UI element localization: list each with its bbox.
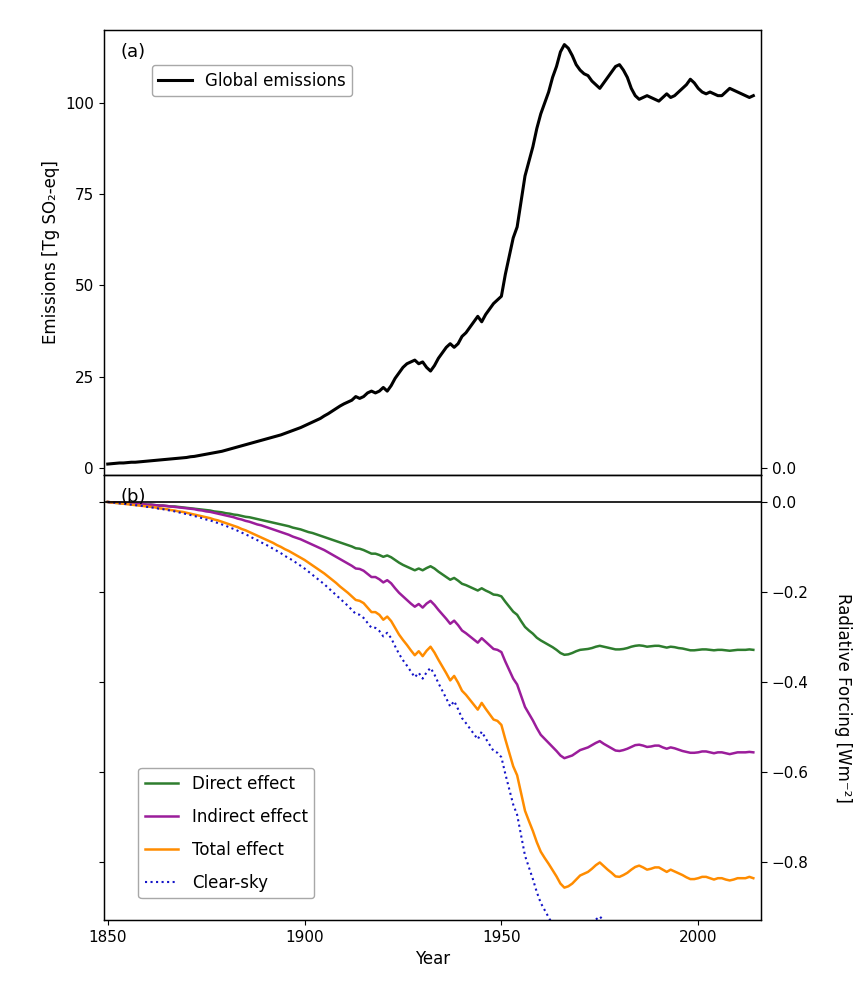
Line: Direct effect: Direct effect bbox=[108, 502, 753, 655]
Indirect effect bbox=[339, 555, 349, 567]
Global emissions bbox=[559, 39, 569, 51]
Text: (a): (a) bbox=[120, 43, 145, 61]
Indirect effect bbox=[606, 742, 617, 754]
Global emissions bbox=[177, 452, 188, 464]
Clear-sky bbox=[748, 931, 759, 943]
Global emissions bbox=[606, 66, 617, 78]
Global emissions bbox=[122, 457, 132, 469]
Global emissions bbox=[540, 97, 550, 109]
Global emissions bbox=[748, 90, 759, 102]
Y-axis label: Radiative Forcing [Wm⁻²]: Radiative Forcing [Wm⁻²] bbox=[834, 593, 852, 802]
Text: (b): (b) bbox=[120, 488, 145, 506]
Direct effect bbox=[177, 501, 188, 513]
Total effect bbox=[748, 872, 759, 884]
Total effect bbox=[103, 496, 113, 508]
Direct effect bbox=[559, 649, 569, 661]
Total effect bbox=[177, 506, 188, 518]
Line: Total effect: Total effect bbox=[108, 502, 753, 888]
Line: Global emissions: Global emissions bbox=[108, 45, 753, 464]
Y-axis label: Emissions [Tg SO₂-eq]: Emissions [Tg SO₂-eq] bbox=[42, 161, 60, 344]
Total effect bbox=[540, 852, 550, 864]
Indirect effect bbox=[540, 733, 550, 745]
Direct effect bbox=[748, 644, 759, 656]
Direct effect bbox=[540, 637, 550, 649]
Indirect effect bbox=[177, 502, 188, 514]
Direct effect bbox=[122, 497, 132, 509]
Global emissions bbox=[103, 458, 113, 470]
Direct effect bbox=[606, 643, 617, 655]
Clear-sky bbox=[103, 496, 113, 508]
Total effect bbox=[559, 882, 569, 894]
Line: Indirect effect: Indirect effect bbox=[108, 502, 753, 758]
Clear-sky bbox=[339, 596, 349, 608]
Indirect effect bbox=[103, 496, 113, 508]
Total effect bbox=[339, 584, 349, 596]
Clear-sky bbox=[177, 507, 188, 519]
Direct effect bbox=[103, 496, 113, 508]
Total effect bbox=[606, 867, 617, 879]
Line: Clear-sky: Clear-sky bbox=[108, 502, 753, 945]
Direct effect bbox=[339, 538, 349, 550]
Clear-sky bbox=[540, 904, 550, 916]
Clear-sky bbox=[559, 939, 569, 951]
Global emissions bbox=[165, 453, 176, 465]
Global emissions bbox=[339, 398, 349, 410]
Legend: Global emissions: Global emissions bbox=[151, 65, 352, 96]
Indirect effect bbox=[165, 500, 176, 512]
Total effect bbox=[165, 504, 176, 516]
Indirect effect bbox=[122, 497, 132, 509]
Clear-sky bbox=[606, 923, 617, 935]
Indirect effect bbox=[748, 746, 759, 758]
Clear-sky bbox=[165, 505, 176, 517]
Indirect effect bbox=[559, 752, 569, 764]
Direct effect bbox=[165, 500, 176, 512]
Total effect bbox=[122, 498, 132, 510]
Clear-sky bbox=[122, 498, 132, 510]
X-axis label: Year: Year bbox=[415, 950, 450, 968]
Legend: Direct effect, Indirect effect, Total effect, Clear-sky: Direct effect, Indirect effect, Total ef… bbox=[138, 768, 315, 898]
